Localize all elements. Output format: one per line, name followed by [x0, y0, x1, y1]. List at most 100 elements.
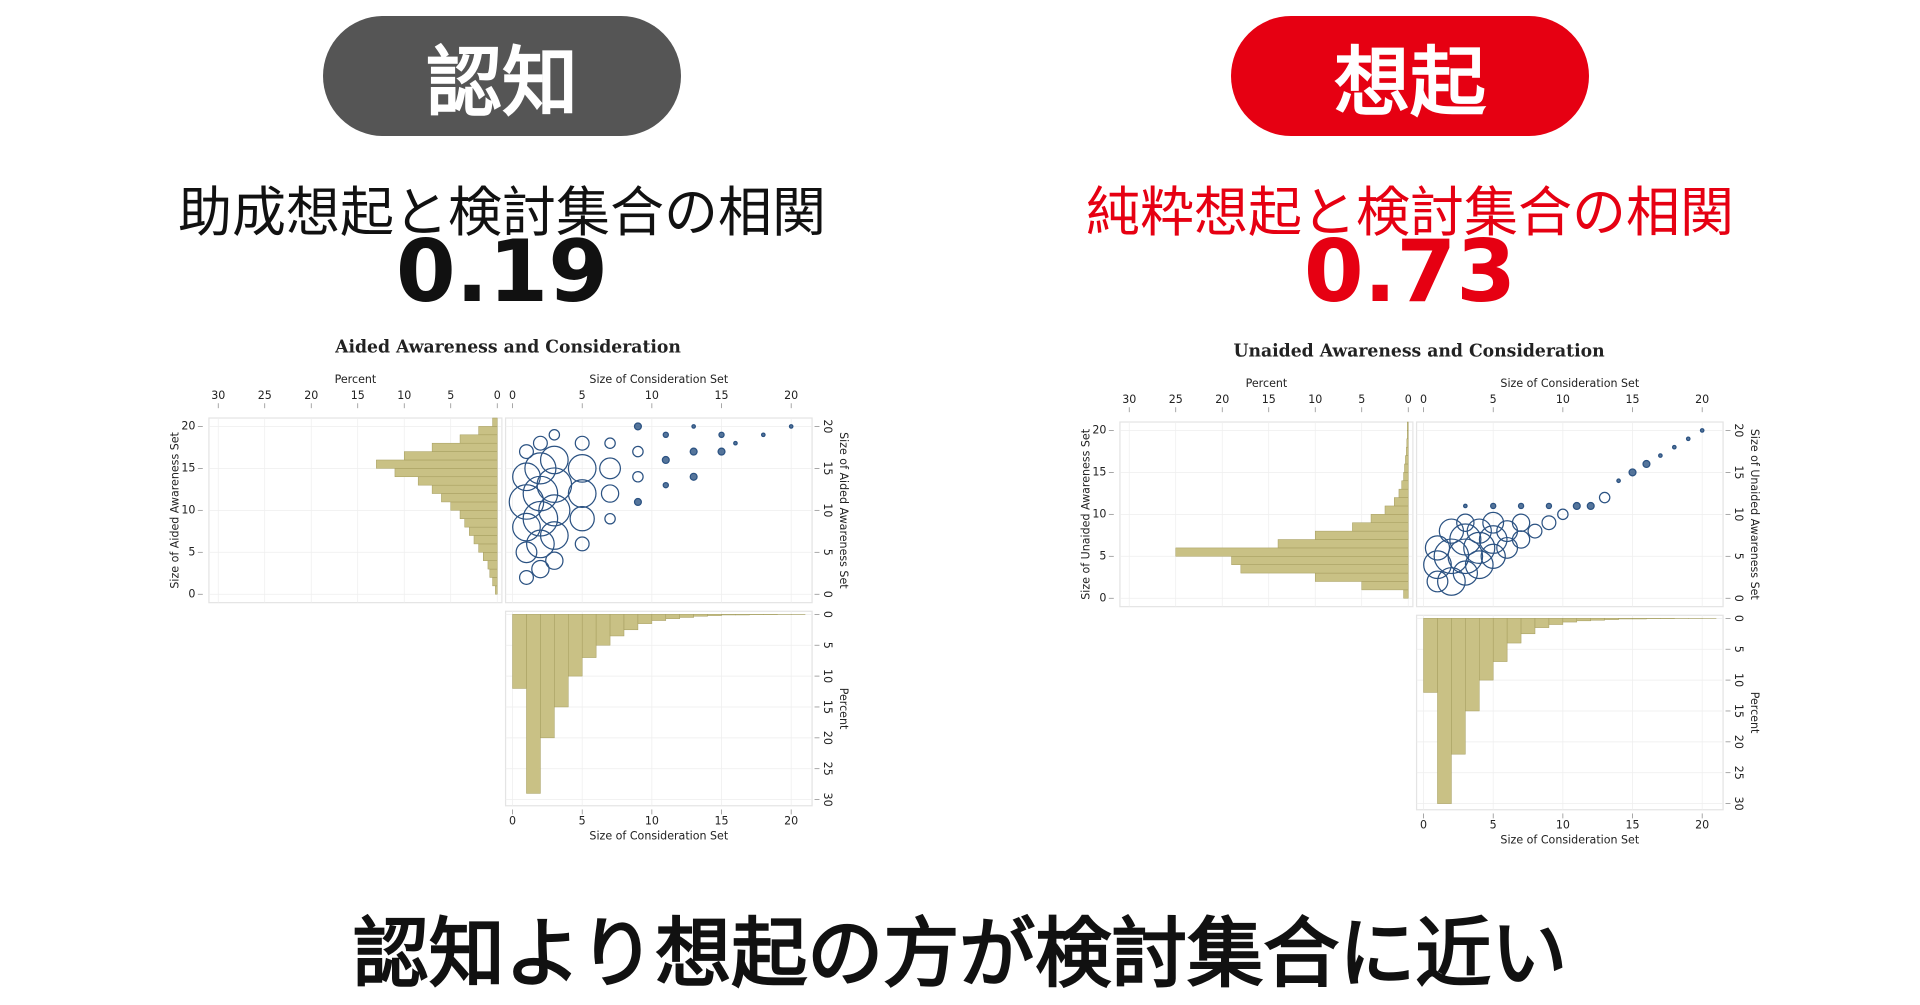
histogram-bar — [526, 614, 541, 794]
y-tick-label: 10 — [1732, 673, 1745, 687]
y-tick-label: 30 — [1732, 797, 1745, 811]
x-tick-label: 15 — [714, 389, 728, 402]
histogram-bar — [1506, 618, 1522, 644]
bubble — [1464, 550, 1494, 580]
histogram-bar — [487, 560, 498, 570]
x-tick-label: 10 — [397, 389, 411, 402]
histogram-bar — [464, 518, 498, 528]
histogram-bar — [1618, 618, 1633, 620]
axis-label: Size of Consideration Set — [1500, 377, 1639, 390]
histogram-bar — [1240, 564, 1409, 574]
axis-label: Size of Consideration Set — [1500, 834, 1639, 847]
bubble — [536, 467, 573, 504]
bubble — [1511, 530, 1531, 549]
histogram-bar — [1520, 618, 1536, 635]
x-tick-label: 20 — [304, 389, 318, 402]
histogram-bar — [483, 552, 498, 561]
histogram-bar — [495, 585, 498, 595]
histogram-bar — [1576, 618, 1591, 622]
axis-label: Size of Aided Awareness Set — [169, 431, 182, 588]
histogram-bar — [489, 568, 498, 578]
chart-title: Unaided Awareness and Consideration — [1233, 341, 1605, 361]
bubble — [691, 424, 696, 429]
bubble — [1545, 502, 1553, 510]
histogram-bar — [1562, 618, 1578, 623]
y-tick-label: 15 — [1092, 465, 1106, 478]
axis-label: Percent — [837, 688, 849, 730]
histogram-bar — [540, 614, 555, 739]
x-tick-label: 10 — [645, 815, 659, 828]
bubble — [604, 437, 616, 449]
bubble — [1424, 535, 1451, 561]
histogram-bar — [1407, 421, 1409, 431]
histogram-bar — [469, 526, 498, 536]
axis-label: Size of Unaided Awareness Set — [1748, 429, 1760, 600]
histogram-bar — [679, 614, 694, 618]
histogram-bar — [721, 614, 736, 616]
x-tick-label: 5 — [1490, 393, 1497, 406]
bubble — [1527, 523, 1543, 539]
conclusion: 認知より想起の方が検討集合に近い — [352, 909, 1568, 998]
bubble — [1586, 501, 1595, 511]
bubble — [1452, 560, 1479, 586]
histogram-bar — [609, 614, 625, 637]
y-tick-label: 15 — [1732, 465, 1745, 479]
histogram-bar — [431, 484, 498, 494]
x-tick-label: 15 — [714, 815, 728, 828]
subtitle: 純粋想起と検討集合の相関 — [1086, 181, 1734, 244]
histogram-bar — [478, 426, 498, 436]
histogram-bar — [1401, 480, 1409, 490]
bubble — [1557, 508, 1569, 521]
x-tick-label: 0 — [509, 389, 516, 402]
bubble — [532, 435, 548, 451]
histogram-bar — [1632, 618, 1647, 620]
x-tick-label: 0 — [509, 815, 516, 828]
y-tick-label: 0 — [188, 587, 195, 600]
bubble — [526, 529, 555, 559]
histogram-bar — [665, 614, 680, 619]
bubble — [788, 424, 794, 429]
bubble — [1598, 491, 1611, 504]
bubble — [518, 444, 534, 460]
y-tick-label: 20 — [821, 731, 834, 745]
histogram-bar — [450, 501, 498, 511]
bubble — [689, 447, 698, 456]
x-tick-label: 10 — [645, 389, 659, 402]
bubble — [662, 431, 669, 439]
bubble — [1490, 502, 1497, 510]
histogram-bar — [394, 468, 498, 478]
y-tick-label: 0 — [821, 611, 834, 618]
histogram-bar — [1277, 539, 1409, 549]
axis-label: Size of Consideration Set — [589, 830, 728, 843]
bubble — [1517, 502, 1525, 510]
y-tick-label: 5 — [188, 545, 195, 558]
bubble — [1482, 511, 1505, 534]
correlation: 0.19 — [395, 222, 609, 322]
histogram-bar — [637, 614, 653, 624]
histogram-bar — [1398, 488, 1409, 498]
bubble — [717, 447, 726, 456]
histogram-bar — [1534, 618, 1550, 628]
bubble — [518, 569, 534, 585]
histogram-bar — [1384, 505, 1409, 515]
bubble — [733, 440, 738, 446]
bubble — [1437, 567, 1466, 596]
y-tick-label: 5 — [1732, 553, 1745, 560]
histogram-bar — [1404, 463, 1409, 473]
axis-label: Size of Unaided Awareness Set — [1080, 428, 1093, 599]
histogram-bar — [1437, 618, 1452, 804]
bubble — [632, 470, 644, 483]
axis-label: Percent — [335, 373, 377, 386]
x-tick-label: 5 — [447, 389, 454, 402]
badge: 想起 — [1231, 16, 1589, 136]
chart: Unaided Awareness and Consideration 0 0 5 5 1… — [1080, 341, 1760, 847]
subtitle: 助成想起と検討集合の相関 — [178, 181, 826, 244]
bubble — [1699, 428, 1705, 433]
correlation: 0.73 — [1303, 222, 1517, 322]
bubble — [567, 453, 597, 483]
bubble — [689, 472, 698, 481]
x-tick-label: 0 — [1420, 819, 1427, 832]
y-tick-label: 20 — [181, 419, 195, 432]
x-tick-label: 0 — [1420, 393, 1427, 406]
x-tick-label: 15 — [1625, 393, 1639, 406]
